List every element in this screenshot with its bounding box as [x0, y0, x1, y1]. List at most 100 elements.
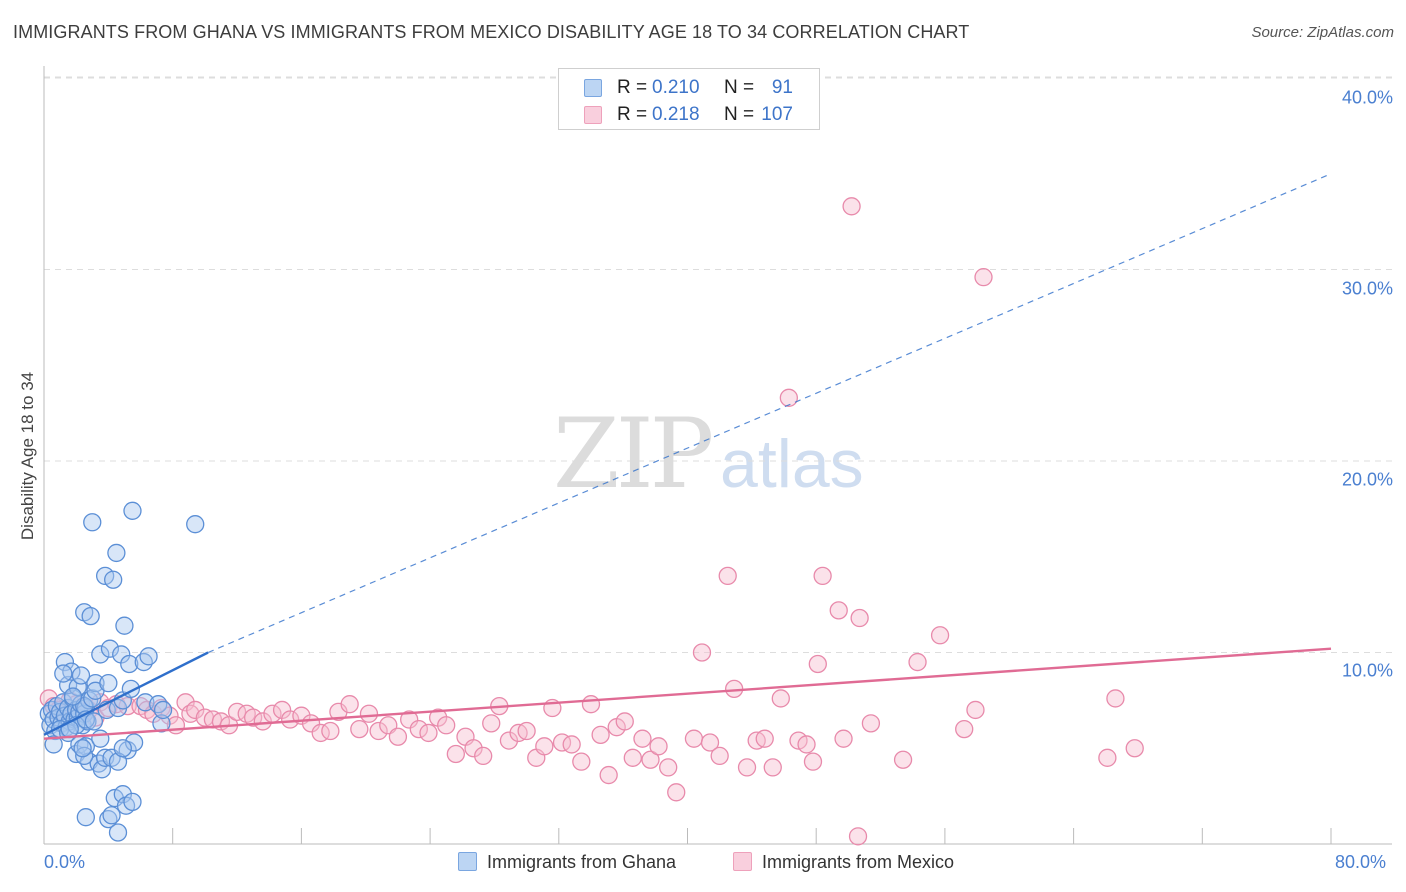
mexico-point: [700, 733, 720, 752]
mexico-point: [803, 752, 823, 771]
bottom-ghana-swatch: [458, 852, 477, 871]
y-tick-label-10: 10.0%: [1341, 660, 1393, 681]
mexico-point: [517, 721, 536, 741]
ghana-point: [113, 785, 132, 804]
ghana-point: [91, 729, 110, 748]
mexico-point: [280, 710, 300, 729]
mexico-point: [737, 758, 757, 777]
mexico-point: [499, 731, 519, 750]
ghana-point: [71, 666, 91, 685]
ghana-point: [149, 695, 168, 714]
ghana-point: [107, 543, 126, 563]
mexico-point: [808, 654, 827, 674]
mexico-point: [848, 827, 868, 846]
mexico-r-label: R =: [617, 104, 648, 125]
ghana-point: [120, 654, 139, 674]
mexico-point: [813, 566, 832, 586]
bottom-ghana-label: Immigrants from Ghana: [487, 852, 677, 872]
mexico-point: [1125, 739, 1144, 758]
mexico-point: [641, 750, 660, 769]
legend-row-ghana: R = 0.210 N = 91: [559, 75, 819, 99]
mexico-point: [763, 758, 782, 777]
y-tick-label-40: 40.0%: [1341, 87, 1393, 108]
bottom-legend-mexico: Immigrants from Mexico: [733, 852, 954, 873]
mexico-point: [779, 388, 799, 407]
ghana-point: [123, 501, 142, 520]
mexico-point: [591, 725, 610, 744]
ghana-trend-line: [43, 651, 209, 736]
mexico-point: [369, 721, 388, 741]
mexico-point: [850, 608, 869, 628]
mexico-point: [718, 566, 737, 586]
ghana-point: [76, 808, 95, 827]
ghana-point: [115, 616, 134, 635]
mexico-point: [437, 716, 456, 735]
mexico-point: [186, 700, 205, 720]
ghana-point: [86, 673, 105, 693]
mexico-point: [572, 752, 591, 771]
x-tick-label-min: 0.0%: [44, 852, 86, 872]
mexico-point: [388, 727, 408, 746]
x-tick-label-max: 80.0%: [1335, 852, 1387, 872]
ghana-swatch: [584, 79, 602, 97]
mexico-point: [955, 719, 974, 739]
mexico-point: [253, 712, 272, 731]
mexico-point: [176, 693, 195, 712]
ghana-point: [186, 515, 205, 534]
mexico-point: [755, 729, 774, 748]
ghana-point: [104, 570, 123, 589]
mexico-point: [446, 744, 465, 764]
ghana-point: [73, 739, 92, 758]
mexico-point: [535, 737, 554, 756]
mexico-n-label: N =: [724, 104, 755, 125]
mexico-point: [419, 723, 438, 743]
watermark-zip: ZIP: [553, 398, 714, 510]
ghana-point: [81, 606, 100, 626]
legend-row-mexico: R = 0.218 N = 107: [559, 102, 819, 126]
mexico-swatch: [584, 106, 602, 124]
ghana-point: [83, 513, 102, 532]
ghana-point: [123, 792, 142, 812]
ghana-trend-line-extended: [207, 173, 1332, 654]
mexico-point: [842, 197, 861, 216]
mexico-point: [893, 750, 913, 769]
mexico-point: [474, 746, 493, 766]
mexico-r-value: 0.218: [652, 104, 700, 125]
ghana-r-value: 0.210: [652, 77, 700, 98]
mexico-point: [482, 714, 501, 733]
mexico-point: [350, 719, 369, 739]
ghana-point: [75, 746, 94, 766]
mexico-point: [684, 729, 704, 748]
chart-title: IMMIGRANTS FROM GHANA VS IMMIGRANTS FROM…: [13, 22, 970, 42]
ghana-point: [152, 714, 171, 733]
ghana-r-label: R =: [617, 77, 648, 98]
watermark-atlas: atlas: [720, 426, 864, 502]
ghana-point: [100, 639, 120, 658]
mexico-point: [974, 268, 993, 287]
mexico-point: [321, 721, 340, 741]
mexico-point: [861, 714, 881, 733]
mexico-point: [834, 729, 853, 748]
mexico-point: [692, 643, 712, 662]
ghana-point: [54, 664, 73, 683]
mexico-point: [829, 601, 848, 620]
ghana-point: [63, 687, 83, 706]
mexico-point: [633, 729, 652, 748]
bottom-mexico-label: Immigrants from Mexico: [762, 852, 955, 872]
ghana-point: [108, 823, 128, 842]
mexico-point: [649, 737, 668, 756]
mexico-point: [667, 783, 686, 802]
mexico-point: [908, 652, 927, 672]
mexico-point: [243, 708, 263, 727]
mexico-point: [400, 710, 419, 729]
mexico-point: [340, 695, 359, 714]
mexico-point: [464, 739, 483, 758]
mexico-point: [710, 746, 729, 766]
correlation-legend: R = 0.210 N = 91 R = 0.218 N = 107: [558, 68, 820, 130]
mexico-point: [1098, 748, 1117, 767]
ghana-point: [84, 712, 104, 731]
ghana-point: [44, 735, 63, 754]
ghana-point: [134, 652, 153, 672]
ghana-point: [113, 739, 132, 758]
